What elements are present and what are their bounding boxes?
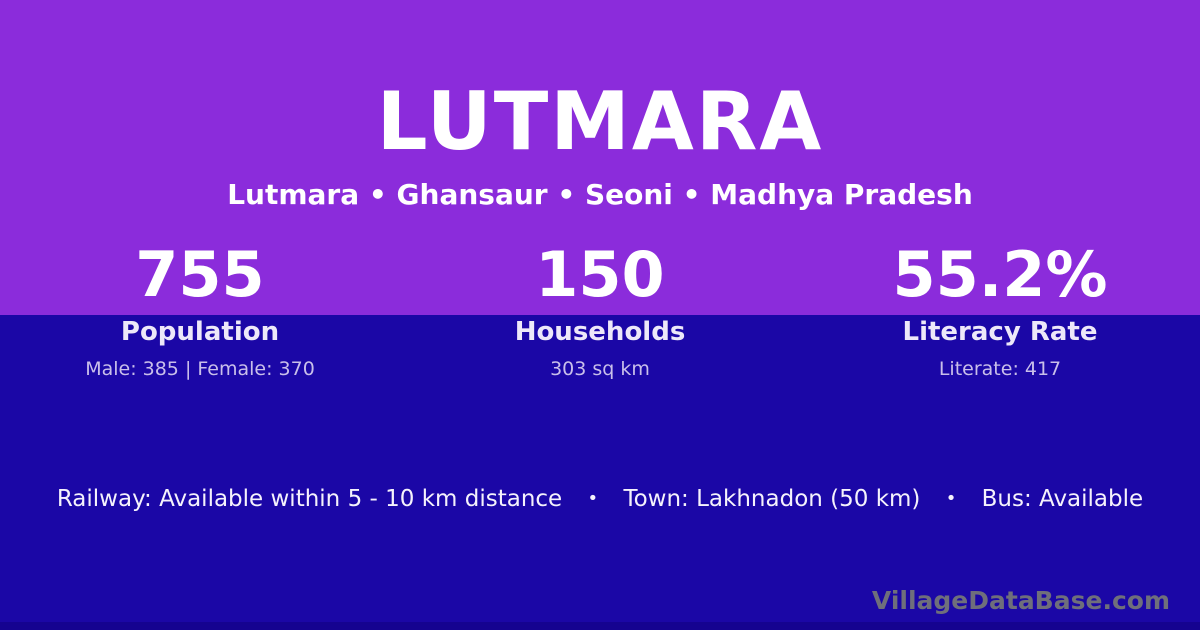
population-value: 755 [135,238,265,311]
population-label: Population [120,317,280,347]
stat-literacy: 55.2% Literacy Rate Literate: 417 [800,244,1200,381]
village-name-title: LUTMARA [376,75,824,168]
bottom-accent-strip [0,622,1200,630]
site-watermark: VillageDataBase.com [871,586,1170,615]
bullet-separator: • [945,488,957,509]
households-detail: 303 sq km [550,358,650,380]
location-breadcrumb: Lutmara • Ghansaur • Seoni • Madhya Prad… [227,178,973,211]
bus-info: Bus: Available [981,486,1144,512]
households-value: 150 [535,238,665,311]
literacy-value: 55.2% [892,238,1108,311]
stats-row: 755 Population Male: 385 | Female: 370 1… [0,244,1200,381]
literacy-detail: Literate: 417 [938,358,1062,380]
town-info: Town: Lakhnadon (50 km) [623,486,921,512]
stat-population: 755 Population Male: 385 | Female: 370 [0,244,400,381]
purple-header-background [0,0,1200,315]
population-detail: Male: 385 | Female: 370 [85,358,315,380]
stat-households: 150 Households 303 sq km [400,244,800,381]
households-label: Households [514,317,686,347]
amenities-info-bar: Railway: Available within 5 - 10 km dist… [0,484,1200,514]
bullet-separator: • [587,488,599,509]
literacy-label: Literacy Rate [902,317,1098,347]
railway-info: Railway: Available within 5 - 10 km dist… [56,486,563,512]
